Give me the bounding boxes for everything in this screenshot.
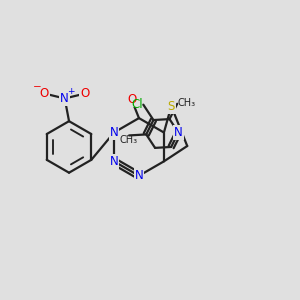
Text: O: O	[40, 87, 49, 100]
Text: N: N	[135, 169, 143, 182]
Text: CH₃: CH₃	[119, 136, 137, 146]
Text: O: O	[80, 87, 90, 100]
Text: −: −	[33, 82, 41, 92]
Text: CH₃: CH₃	[178, 98, 196, 108]
Text: N: N	[110, 126, 118, 139]
Text: +: +	[67, 87, 74, 96]
Text: Cl: Cl	[131, 98, 143, 111]
Text: N: N	[174, 126, 183, 139]
Text: S: S	[168, 100, 175, 112]
Text: N: N	[60, 92, 69, 105]
Text: N: N	[110, 155, 118, 168]
Text: O: O	[127, 93, 136, 106]
